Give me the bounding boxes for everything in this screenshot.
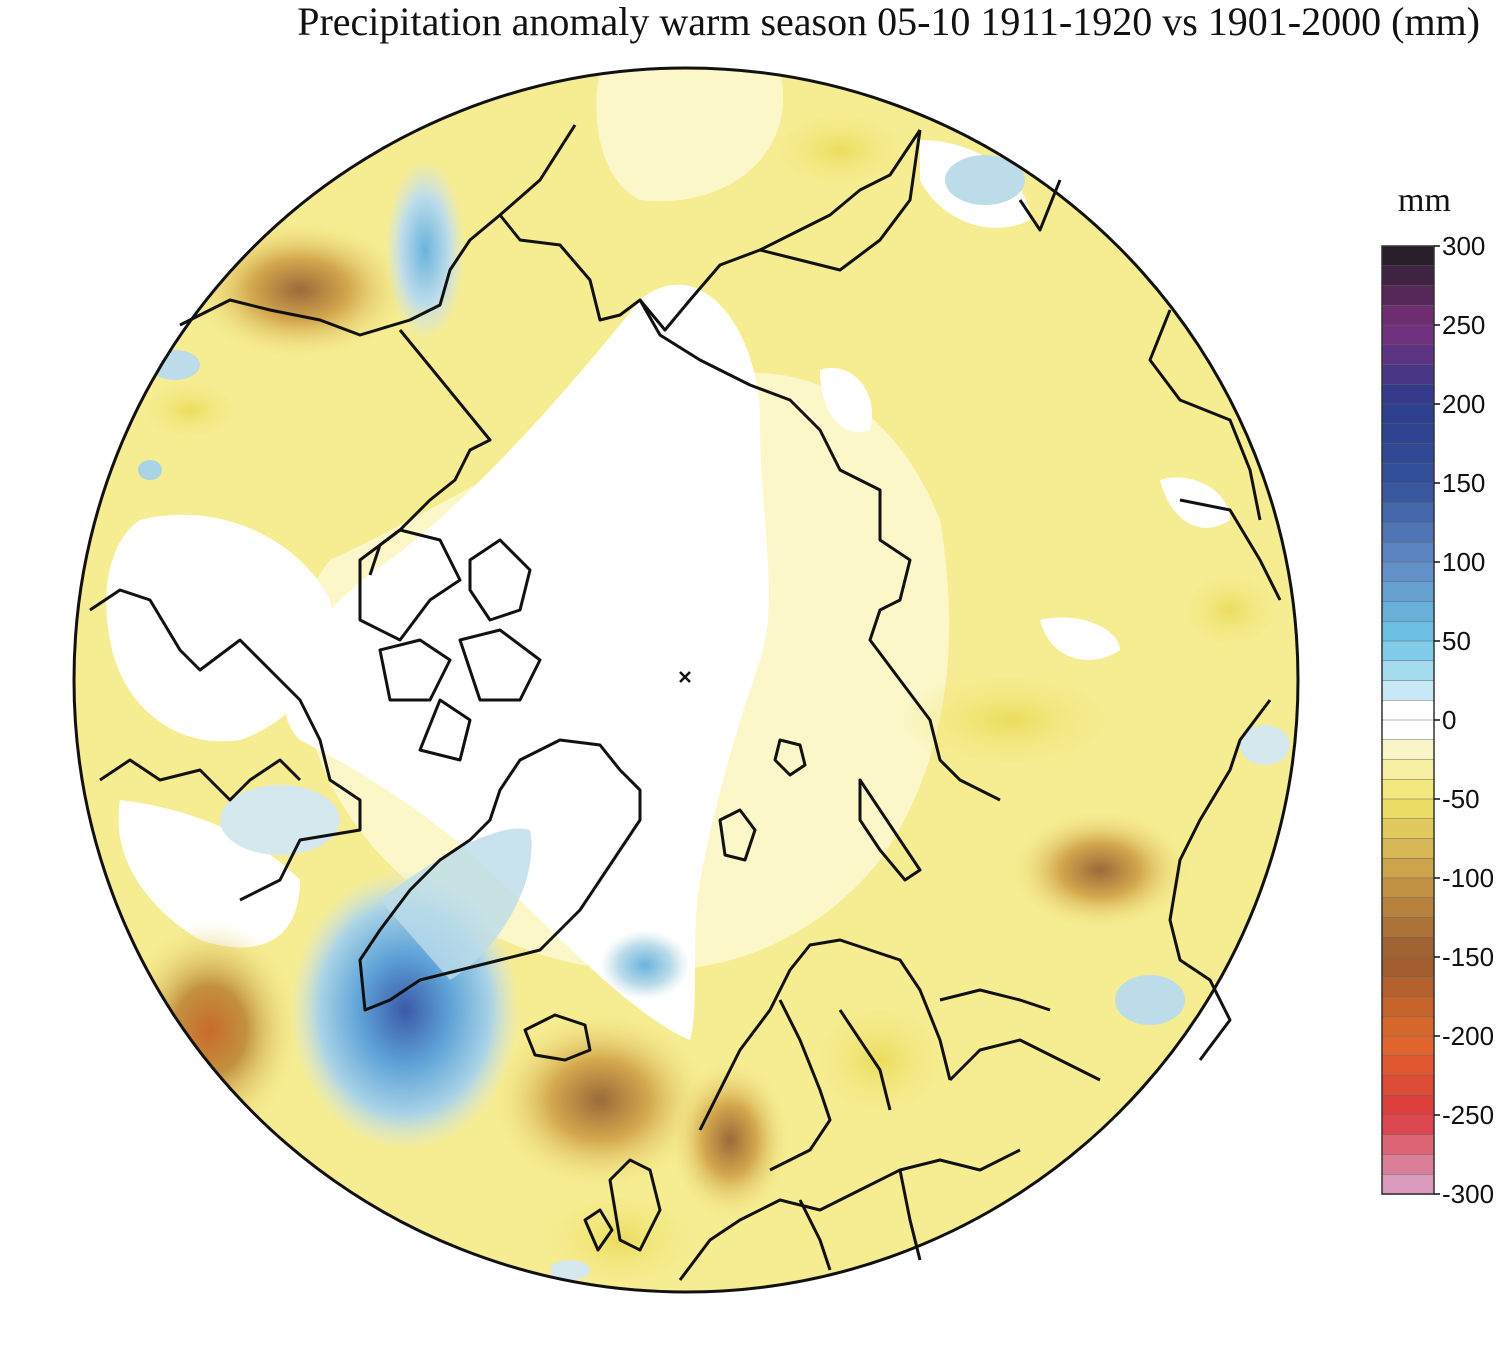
- colorbar-band: [1381, 897, 1435, 919]
- colorbar-tick-label: -50: [1442, 784, 1480, 814]
- colorbar-band: [1381, 1134, 1435, 1156]
- colorbar-band: [1381, 759, 1435, 780]
- colorbar-band: [1381, 1095, 1435, 1116]
- colorbar-band: [1381, 660, 1435, 682]
- colorbar-band: [1381, 384, 1435, 405]
- colorbar-tick-label: -150: [1442, 942, 1494, 972]
- colorbar-band: [1381, 976, 1435, 998]
- colorbar-band: [1381, 818, 1435, 840]
- colorbar-band: [1381, 285, 1435, 306]
- colorbar-band: [1381, 305, 1435, 326]
- colorbar-tick-label: 50: [1442, 626, 1471, 656]
- colorbar-band: [1381, 542, 1435, 563]
- colorbar-band: [1381, 996, 1435, 1017]
- colorbar-band: [1381, 700, 1435, 721]
- chart-title: Precipitation anomaly warm season 05-10 …: [297, 0, 1480, 44]
- colorbar-unit: mm: [1398, 182, 1451, 219]
- colorbar-tick-label: 250: [1442, 310, 1485, 340]
- colorbar-band: [1381, 265, 1435, 287]
- colorbar-tick-label: 0: [1442, 705, 1456, 735]
- colorbar-band: [1381, 423, 1435, 445]
- colorbar-band: [1381, 621, 1435, 642]
- colorbar-band: [1381, 838, 1435, 859]
- colorbar-band: [1381, 502, 1435, 524]
- colorbar-band: [1381, 601, 1435, 622]
- colorbar-band: [1381, 1114, 1435, 1136]
- colorbar-tick-label: -300: [1442, 1179, 1494, 1209]
- colorbar-band: [1381, 1016, 1435, 1037]
- colorbar-band: [1381, 1154, 1435, 1175]
- colorbar-band: [1381, 937, 1435, 958]
- colorbar-band: [1381, 917, 1435, 938]
- colorbar-band: [1381, 1055, 1435, 1077]
- colorbar-tick-label: -200: [1442, 1021, 1494, 1051]
- colorbar-band: [1381, 640, 1435, 662]
- colorbar-band: [1381, 1035, 1435, 1057]
- colorbar-band: [1381, 403, 1435, 425]
- colorbar-tick-label: 200: [1442, 389, 1485, 419]
- colorbar-band: [1381, 1174, 1435, 1195]
- colorbar-band: [1381, 463, 1435, 484]
- colorbar-band: [1381, 581, 1435, 603]
- colorbar-tick-label: -250: [1442, 1100, 1494, 1130]
- colorbar-tick-label: 150: [1442, 468, 1485, 498]
- colorbar-band: [1381, 344, 1435, 366]
- colorbar-band: [1381, 719, 1435, 741]
- colorbar-band: [1381, 522, 1435, 543]
- map-border: [72, 66, 1300, 1294]
- colorbar-band: [1381, 1075, 1435, 1096]
- colorbar-band: [1381, 680, 1435, 701]
- colorbar-band: [1381, 739, 1435, 761]
- colorbar-band: [1381, 443, 1435, 464]
- colorbar-band: [1381, 561, 1435, 583]
- colorbar-band: [1381, 798, 1435, 820]
- colorbar-band: [1381, 858, 1435, 879]
- colorbar-tick-label: 300: [1442, 231, 1485, 261]
- colorbar-band: [1381, 956, 1435, 978]
- colorbar-tick-label: -100: [1442, 863, 1494, 893]
- colorbar-band: [1381, 245, 1435, 267]
- colorbar-band: [1381, 364, 1435, 385]
- colorbar-band: [1381, 779, 1435, 800]
- colorbar-band: [1381, 324, 1435, 346]
- colorbar-tick-label: 100: [1442, 547, 1485, 577]
- colorbar-band: [1381, 877, 1435, 899]
- anomaly-field: [74, 68, 1298, 1292]
- colorbar-band: [1381, 482, 1435, 504]
